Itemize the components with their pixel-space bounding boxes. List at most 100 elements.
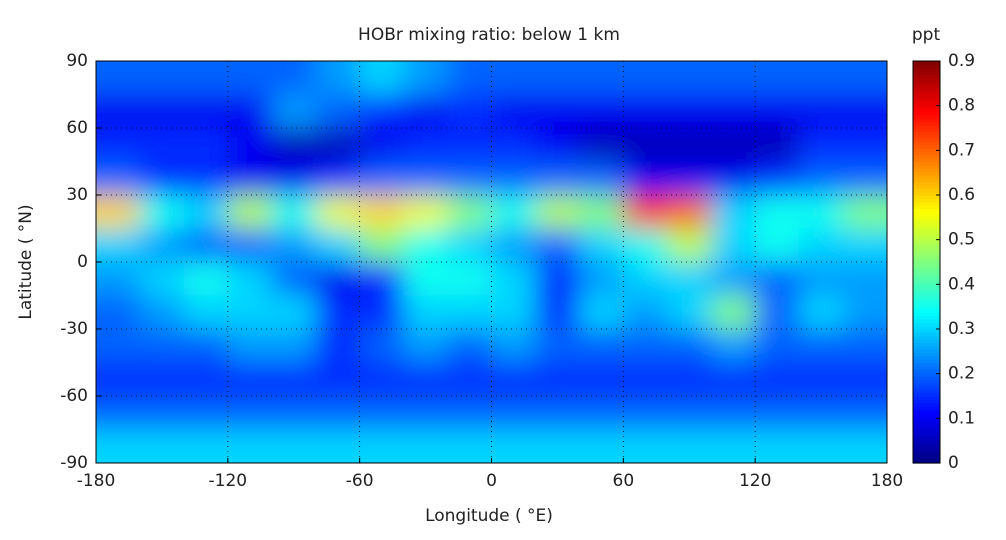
colorbar-swatch (913, 382, 940, 387)
colorbar-swatch (913, 154, 940, 159)
heat-cell (623, 161, 668, 196)
heat-cell (227, 396, 273, 430)
heat-cell (227, 94, 273, 129)
colorbar-swatch (913, 144, 940, 149)
heat-cell (667, 161, 712, 196)
colorbar-swatch (913, 342, 940, 347)
heat-cell (843, 362, 887, 397)
heat-cell (535, 295, 580, 330)
colorbar-tick-label: 0.9 (948, 51, 975, 71)
heat-cell (755, 161, 800, 196)
colorbar: 0 0.1 0.2 0.3 0.4 0.5 0.6 0.7 0.8 0.9 (912, 51, 975, 473)
heat-cell (183, 262, 229, 296)
heat-cell (491, 195, 536, 229)
heat-cell (447, 195, 492, 229)
colorbar-swatch (913, 292, 940, 297)
heat-cell (711, 94, 756, 129)
heat-cell (623, 429, 668, 463)
x-tick-label: 180 (871, 471, 903, 491)
heat-cell (139, 295, 185, 330)
heat-cell (535, 161, 580, 196)
heat-cell (359, 295, 405, 330)
heat-cell (755, 94, 800, 129)
colorbar-swatch (913, 245, 940, 250)
heat-cell (755, 362, 800, 397)
heat-cell (96, 61, 141, 95)
colorbar-swatch (913, 117, 940, 122)
heat-cell (667, 396, 712, 430)
x-tick-label: 0 (486, 471, 497, 491)
colorbar-swatch (913, 349, 940, 354)
heat-cell (843, 329, 887, 363)
heat-cell (359, 94, 405, 129)
heat-cell (139, 61, 185, 95)
colorbar-swatch (913, 365, 940, 370)
heat-cell (359, 396, 405, 430)
colorbar-swatch (913, 71, 940, 75)
heat-cell (667, 128, 712, 162)
heat-cell (359, 429, 405, 463)
heat-cell (447, 329, 492, 363)
heat-cell (843, 228, 887, 263)
colorbar-swatch (913, 248, 940, 253)
heat-cell (491, 396, 536, 430)
heat-cell (799, 94, 844, 129)
colorbar-swatch (913, 359, 940, 364)
colorbar-swatch (913, 422, 940, 427)
heat-cell (227, 195, 273, 229)
colorbar-swatch (913, 329, 940, 333)
heat-cell (447, 161, 492, 196)
colorbar-tick-label: 0.7 (948, 140, 975, 160)
heat-cell (799, 61, 844, 95)
heat-cell (667, 362, 712, 397)
heat-cell (667, 295, 712, 330)
colorbar-swatch (913, 295, 940, 300)
colorbar-swatch (913, 174, 940, 179)
heat-cell (139, 128, 185, 162)
heat-cell (579, 94, 624, 129)
heat-cell (843, 262, 887, 296)
colorbar-swatch (913, 278, 940, 283)
heat-cell (139, 362, 185, 397)
heat-cell (183, 61, 229, 95)
heat-cell (271, 429, 317, 463)
heat-cell (315, 295, 361, 330)
heat-cell (623, 262, 668, 296)
colorbar-swatch (913, 84, 940, 89)
colorbar-swatch (913, 272, 940, 276)
heat-cell (271, 329, 317, 363)
heat-cell (799, 161, 844, 196)
heat-cell (403, 61, 449, 95)
colorbar-swatch (913, 97, 940, 102)
heat-cell (139, 396, 185, 430)
heat-cell (315, 396, 361, 430)
heat-cell (183, 362, 229, 397)
colorbar-tick-label: 0.2 (948, 364, 975, 384)
heat-cell (183, 161, 229, 196)
x-tick-label: -180 (77, 471, 116, 491)
heat-cell (491, 295, 536, 330)
heat-cell (623, 61, 668, 95)
heat-cell (271, 228, 317, 263)
colorbar-swatch (913, 318, 940, 323)
heat-cell (183, 94, 229, 129)
colorbar-swatch (913, 419, 940, 424)
colorbar-swatch (913, 332, 940, 337)
colorbar-swatch (913, 409, 940, 414)
heat-cell (667, 195, 712, 229)
heat-cell (227, 128, 273, 162)
heat-cell (843, 429, 887, 463)
heat-cell (315, 195, 361, 229)
heat-cell (271, 161, 317, 196)
colorbar-swatch (913, 312, 940, 317)
heat-cell (535, 195, 580, 229)
colorbar-tick-label: 0.3 (948, 319, 975, 339)
colorbar-swatch (913, 251, 940, 256)
heat-cell (183, 228, 229, 263)
colorbar-swatch (913, 195, 940, 199)
heat-cell (843, 161, 887, 196)
heat-cell (359, 329, 405, 363)
colorbar-swatch (913, 208, 940, 213)
heat-cell (403, 195, 449, 229)
heat-cell (579, 228, 624, 263)
